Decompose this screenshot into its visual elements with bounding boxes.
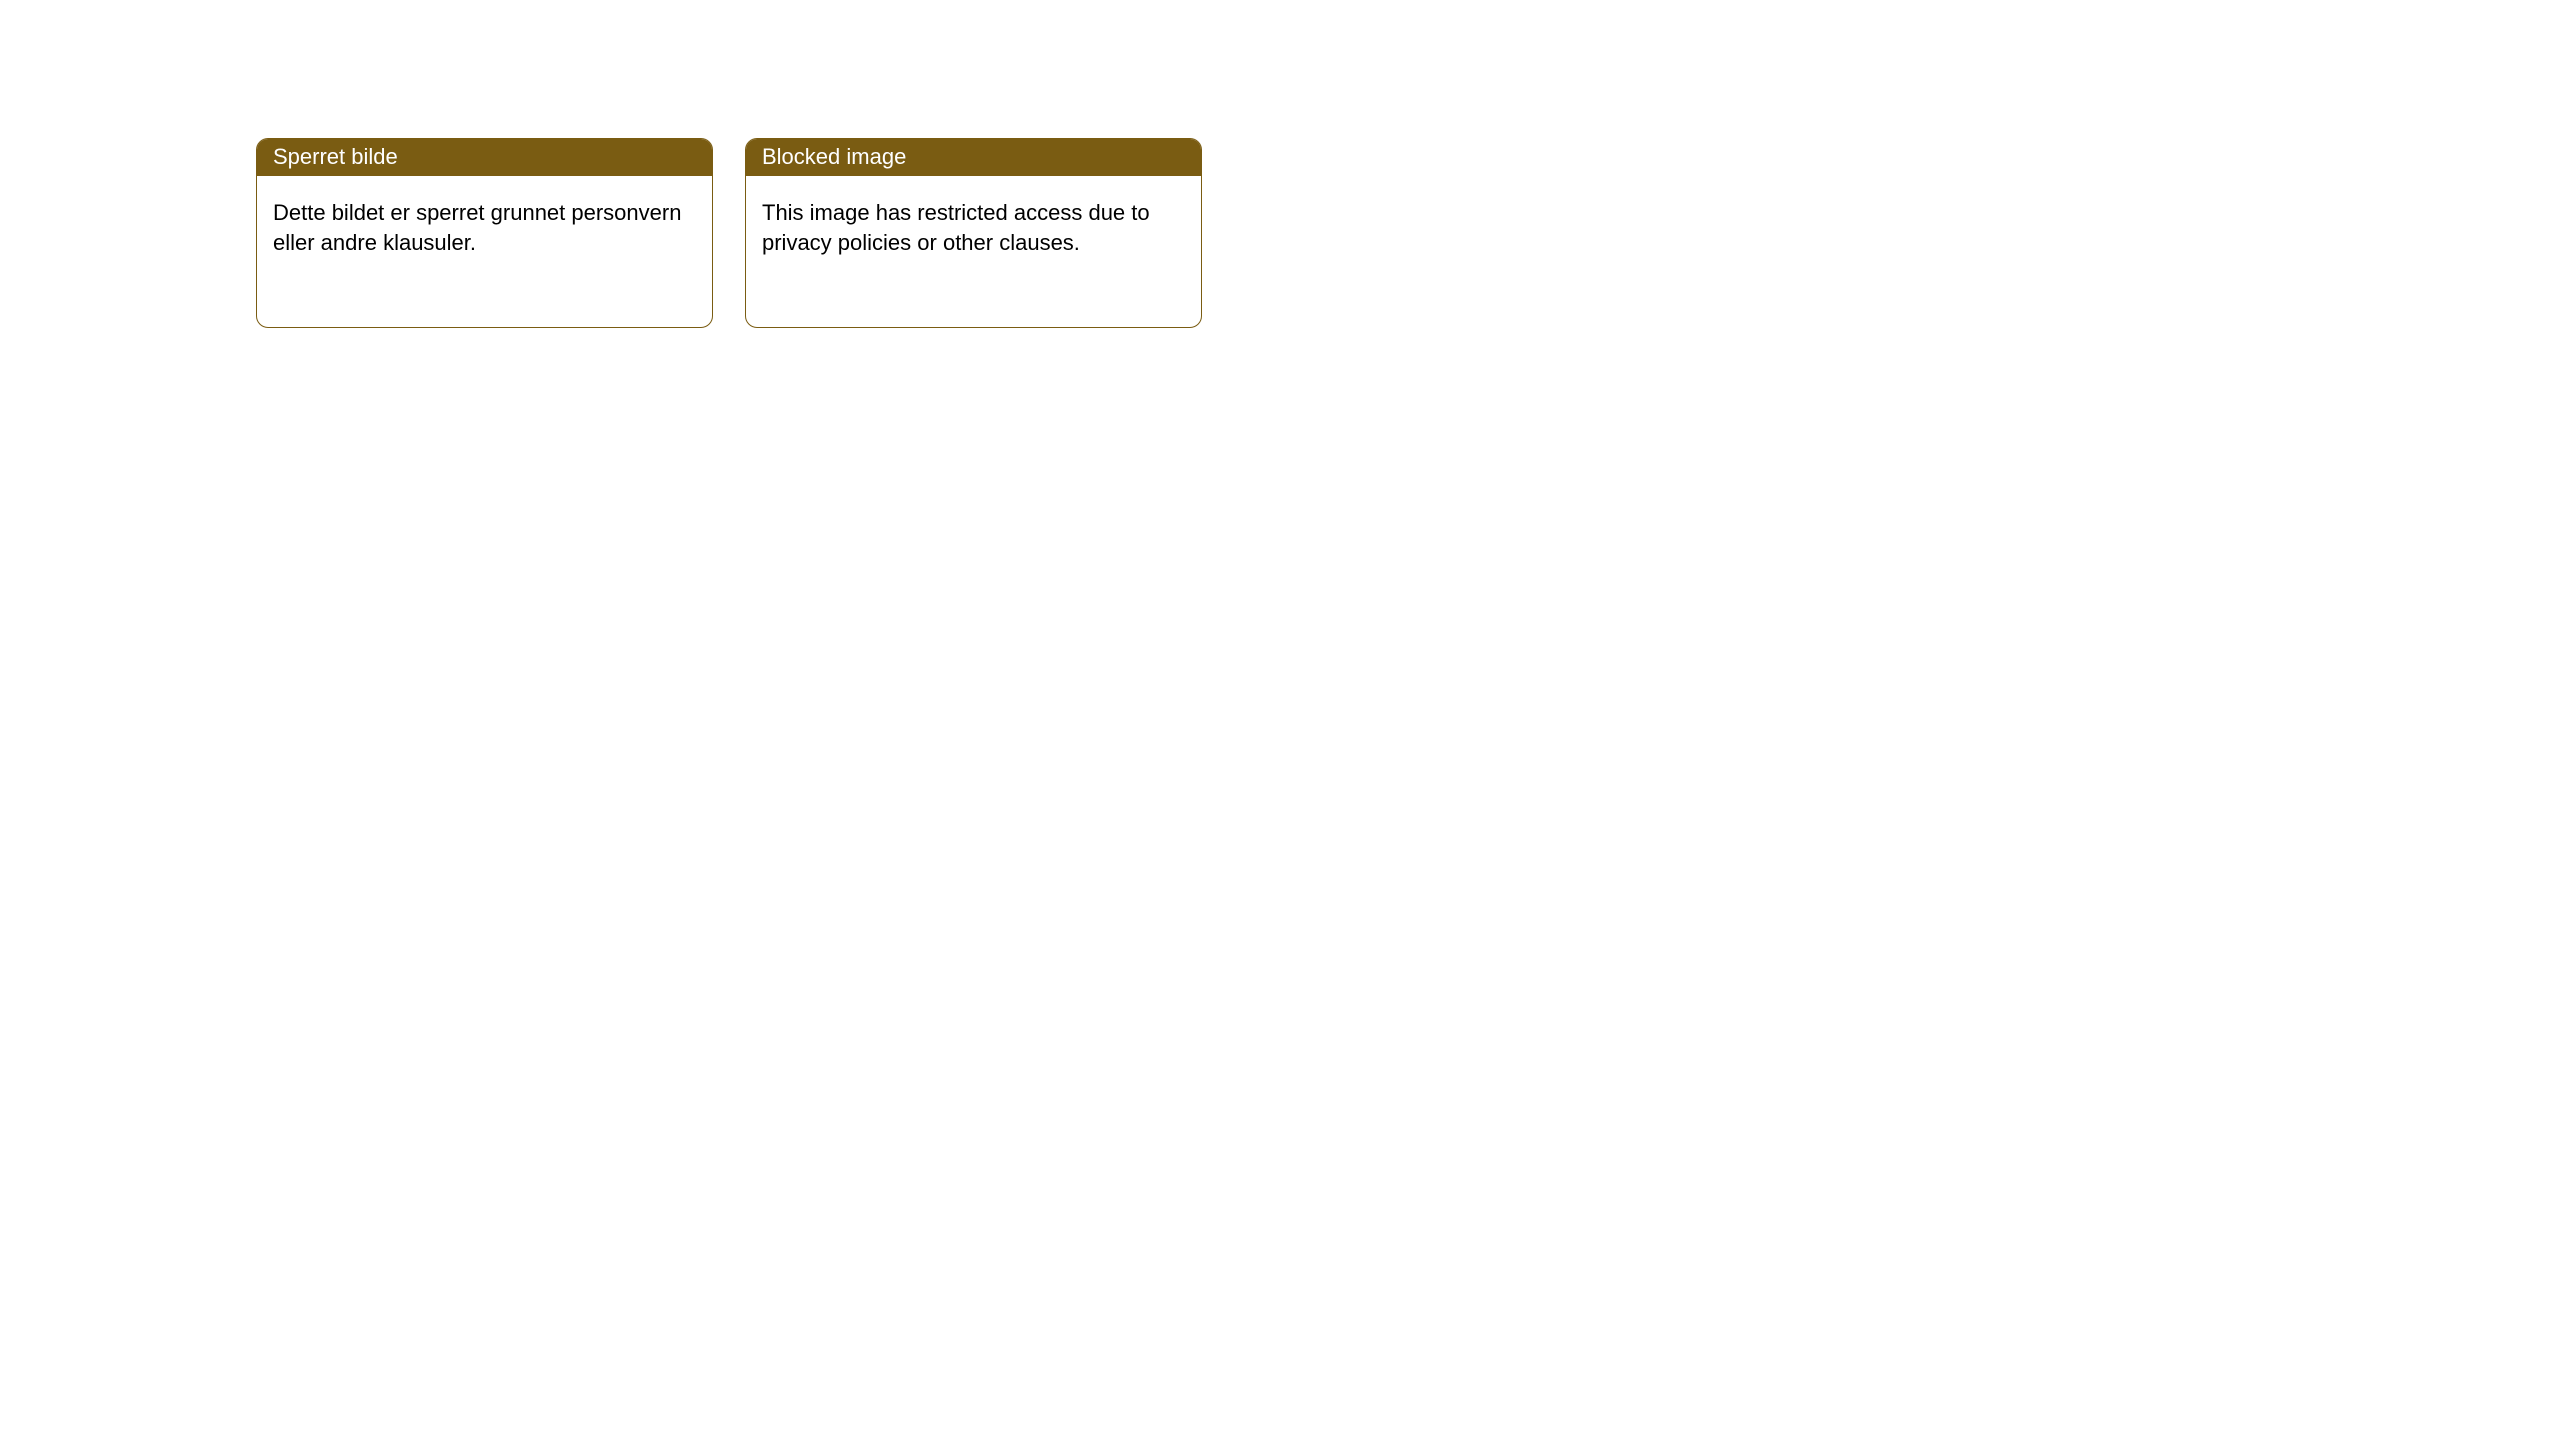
notice-container: Sperret bilde Dette bildet er sperret gr… — [0, 0, 1456, 328]
notice-body-norwegian: Dette bildet er sperret grunnet personve… — [257, 176, 712, 273]
notice-title-norwegian: Sperret bilde — [257, 139, 712, 176]
notice-box-norwegian: Sperret bilde Dette bildet er sperret gr… — [256, 138, 713, 328]
notice-body-english: This image has restricted access due to … — [746, 176, 1201, 273]
notice-box-english: Blocked image This image has restricted … — [745, 138, 1202, 328]
notice-title-english: Blocked image — [746, 139, 1201, 176]
